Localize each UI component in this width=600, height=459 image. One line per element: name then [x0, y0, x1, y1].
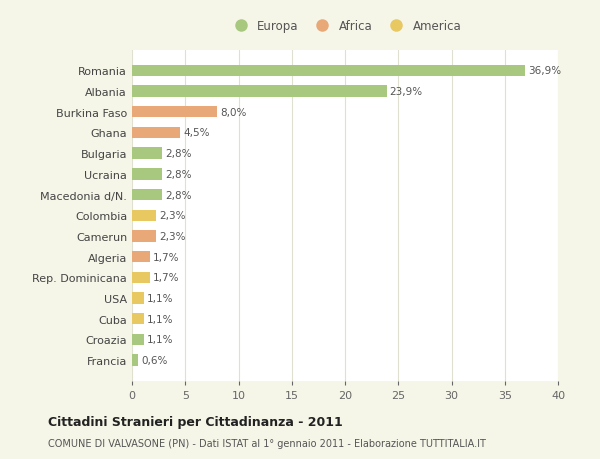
Text: 8,0%: 8,0%	[220, 107, 247, 118]
Text: 2,3%: 2,3%	[160, 211, 186, 221]
Bar	[132, 190, 162, 201]
Text: 36,9%: 36,9%	[528, 66, 562, 76]
Bar	[132, 313, 144, 325]
Text: 1,7%: 1,7%	[154, 252, 180, 262]
Bar	[132, 128, 180, 139]
Text: 1,1%: 1,1%	[147, 335, 173, 345]
Text: 1,1%: 1,1%	[147, 293, 173, 303]
Text: COMUNE DI VALVASONE (PN) - Dati ISTAT al 1° gennaio 2011 - Elaborazione TUTTITAL: COMUNE DI VALVASONE (PN) - Dati ISTAT al…	[48, 438, 486, 448]
Bar	[132, 86, 386, 97]
Text: 23,9%: 23,9%	[390, 87, 423, 97]
Text: 1,7%: 1,7%	[154, 273, 180, 283]
Bar	[132, 272, 150, 283]
Text: 4,5%: 4,5%	[183, 128, 209, 138]
Text: 0,6%: 0,6%	[142, 355, 168, 365]
Bar	[132, 169, 162, 180]
Bar	[132, 231, 157, 242]
Bar	[132, 107, 217, 118]
Text: Cittadini Stranieri per Cittadinanza - 2011: Cittadini Stranieri per Cittadinanza - 2…	[48, 415, 343, 428]
Legend: Europa, Africa, America: Europa, Africa, America	[229, 20, 461, 33]
Bar	[132, 148, 162, 159]
Bar	[132, 252, 150, 263]
Bar	[132, 334, 144, 345]
Bar	[132, 210, 157, 221]
Bar	[132, 66, 525, 77]
Bar	[132, 293, 144, 304]
Text: 2,8%: 2,8%	[165, 149, 191, 159]
Text: 2,8%: 2,8%	[165, 169, 191, 179]
Bar	[132, 355, 139, 366]
Text: 2,3%: 2,3%	[160, 231, 186, 241]
Text: 1,1%: 1,1%	[147, 314, 173, 324]
Text: 2,8%: 2,8%	[165, 190, 191, 200]
